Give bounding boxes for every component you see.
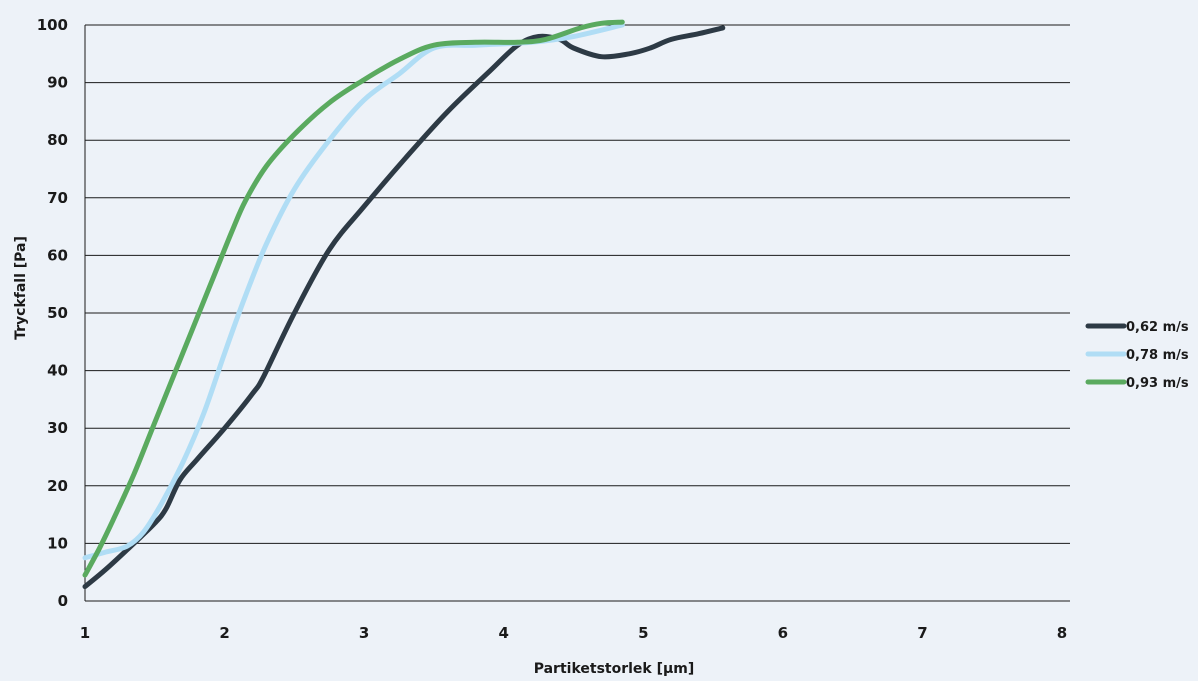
series-line-1 [82,25,726,590]
y-tick-label: 60 [47,246,68,264]
y-tick-label: 100 [37,16,68,34]
y-tick-label: 30 [47,419,68,437]
y-tick-label: 80 [47,131,68,149]
x-tick-label: 4 [498,624,508,642]
x-tick-label: 2 [219,624,229,642]
x-axis-title: Partiketstorlek [µm] [534,661,695,677]
y-tick-label: 90 [47,74,68,92]
grid-lines [85,24,1070,544]
x-tick-label: 3 [359,624,369,642]
y-tick-label: 10 [47,534,68,552]
y-tick-label: 70 [47,189,68,207]
y-axis-title: Tryckfall [Pa] [13,236,29,340]
y-tick-label: 40 [47,362,68,380]
y-tick-labels: 0 10 20 30 40 50 60 70 80 90 100 [37,16,68,610]
legend-label: 0,93 m/s [1126,376,1189,391]
x-tick-labels: 1 2 3 4 5 6 7 8 [80,624,1067,642]
legend-label: 0,62 m/s [1126,320,1189,335]
legend-item: 0,78 m/s [1085,348,1189,363]
y-tick-label: 0 [58,592,68,610]
legend-label: 0,78 m/s [1126,348,1189,363]
x-tick-label: 5 [638,624,648,642]
y-tick-label: 20 [47,477,68,495]
series-line-3 [82,19,625,578]
x-tick-label: 7 [917,624,927,642]
x-tick-label: 8 [1057,624,1067,642]
axes [84,25,1070,602]
legend: 0,62 m/s 0,78 m/s 0,93 m/s [1085,320,1189,391]
legend-item: 0,62 m/s [1085,320,1189,335]
legend-item: 0,93 m/s [1085,376,1189,391]
series-lines [82,19,726,590]
x-tick-label: 6 [778,624,788,642]
series-line-2 [82,22,625,561]
y-tick-label: 50 [47,304,68,322]
x-tick-label: 1 [80,624,90,642]
